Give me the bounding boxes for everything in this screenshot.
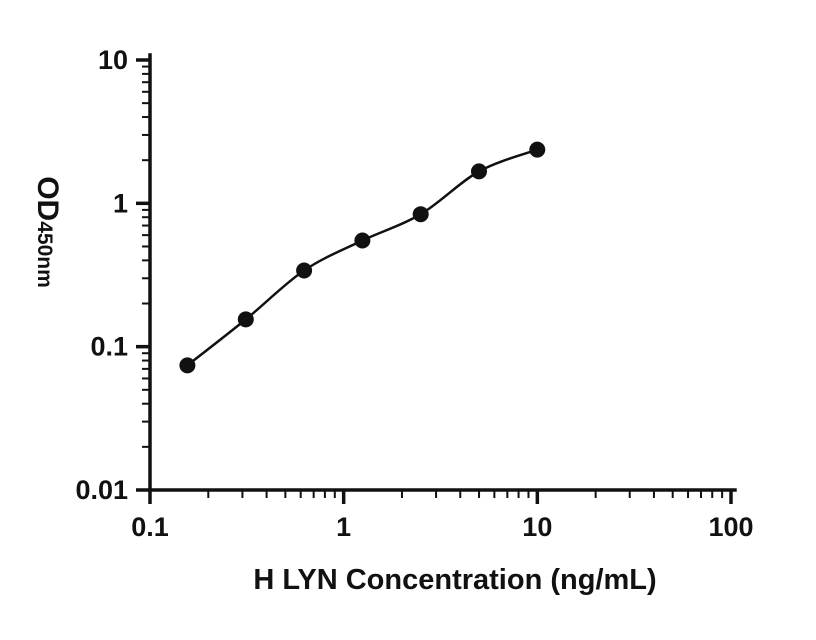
x-tick-label: 100 <box>708 512 753 542</box>
data-point <box>412 206 429 223</box>
y-axis-title-main: OD <box>31 176 64 222</box>
x-tick-label: 10 <box>522 512 552 542</box>
data-point <box>354 232 371 249</box>
data-point <box>471 163 487 180</box>
x-tick-label: 0.1 <box>131 512 169 542</box>
data-point <box>237 311 254 328</box>
y-tick-label: 1 <box>113 188 128 218</box>
y-tick-label: 0.01 <box>75 475 128 505</box>
y-axis-title: OD 450nm <box>28 152 64 312</box>
data-point <box>296 262 313 279</box>
x-tick-label: 1 <box>336 512 351 542</box>
y-axis-title-subscript: 450nm <box>33 221 56 288</box>
data-point <box>529 141 546 158</box>
data-point <box>179 357 196 374</box>
y-tick-label: 0.1 <box>90 332 128 362</box>
standard-curve-line <box>186 148 538 367</box>
x-axis-title: H LYN Concentration (ng/mL) <box>253 564 657 596</box>
y-tick-label: 10 <box>98 45 128 75</box>
